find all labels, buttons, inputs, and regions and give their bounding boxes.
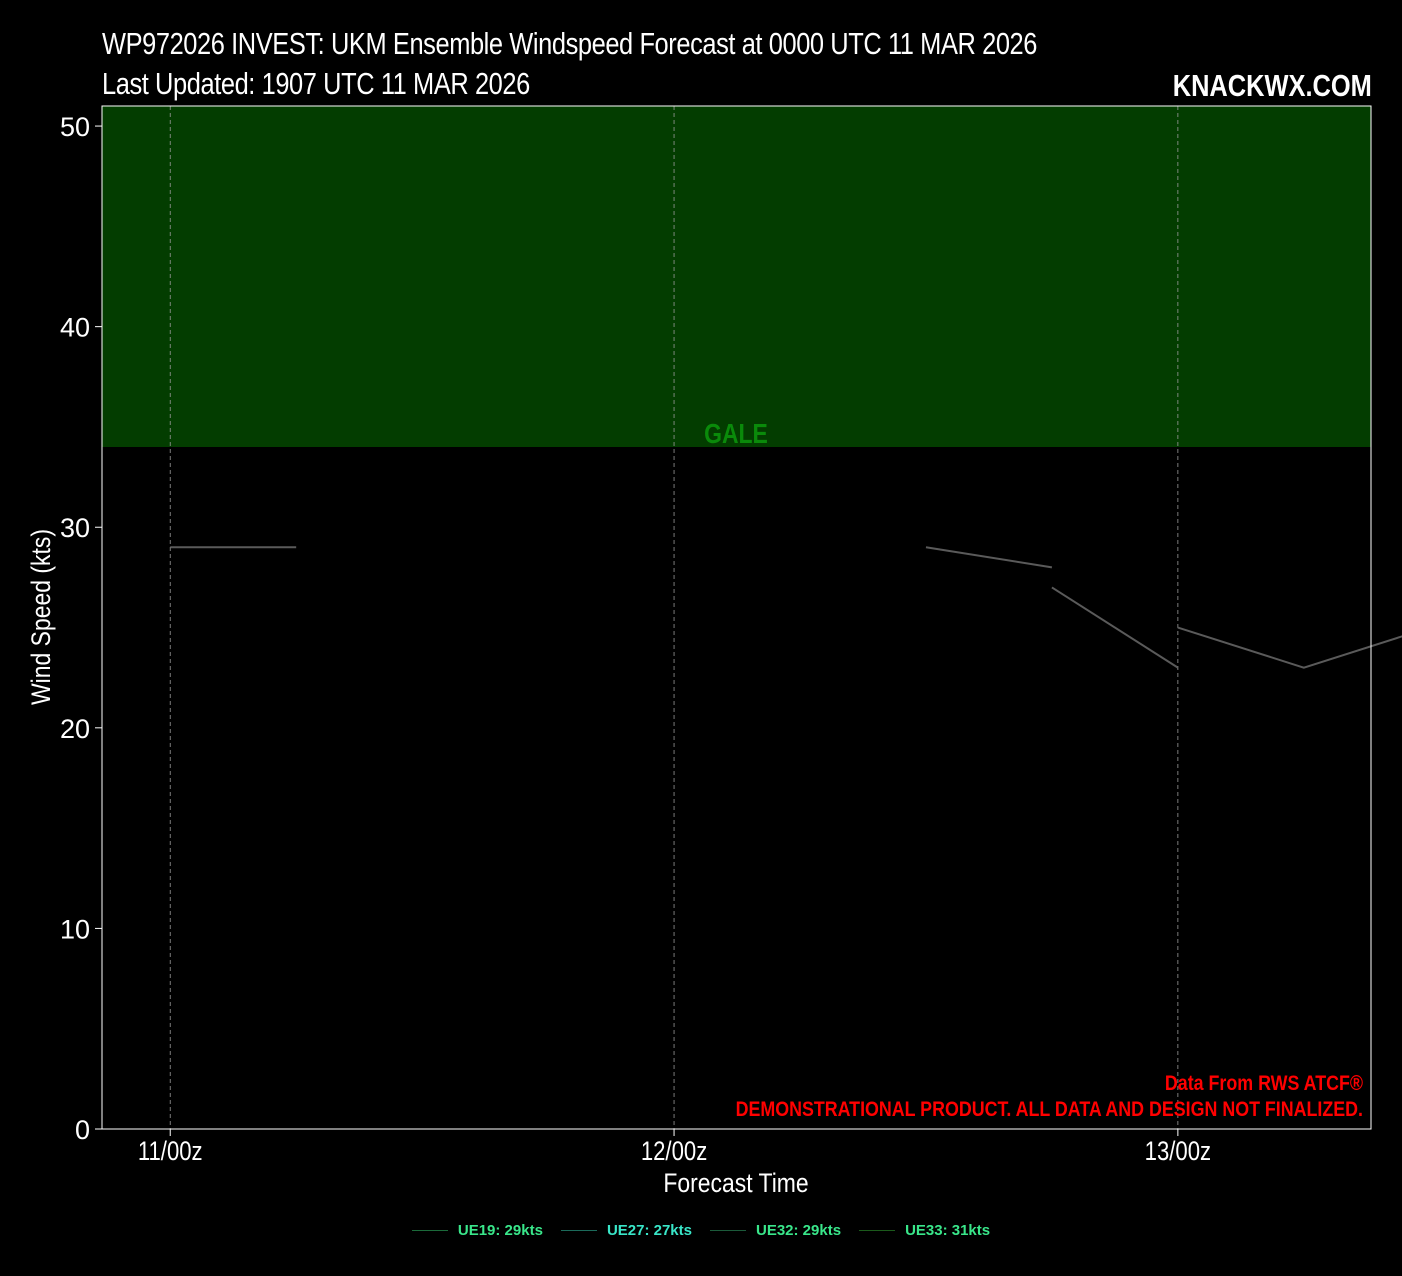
gale-label: GALE [704, 419, 768, 450]
x-axis-label: Forecast Time [663, 1168, 808, 1198]
legend-swatch [859, 1230, 896, 1231]
legend-item: UE33: 31kts [859, 1222, 990, 1239]
y-axis-label: Wind Speed (kts) [26, 529, 56, 705]
legend-label: UE27: 27kts [606, 1222, 692, 1239]
x-tick-label: 12/00z [641, 1137, 707, 1167]
plot-frame [101, 105, 1372, 1130]
legend-label: UE32: 29kts [756, 1222, 842, 1239]
disclaimer-note: DEMONSTRATIONAL PRODUCT. ALL DATA AND DE… [736, 1098, 1363, 1122]
x-tick-label: 13/00z [1145, 1137, 1211, 1167]
y-tick-label: 30 [60, 513, 90, 543]
x-tick-label: 11/00z [138, 1137, 203, 1167]
legend-label: UE33: 31kts [905, 1222, 991, 1239]
y-tick-label: 0 [75, 1115, 90, 1145]
legend: UE19: 29kts UE27: 27kts UE32: 29kts UE33: 3… [0, 1222, 1402, 1239]
y-tick-label: 20 [60, 714, 90, 744]
y-tick-label: 10 [60, 914, 90, 944]
brand-logo: KNACKWX.COM [1172, 68, 1372, 103]
series-line [1177, 626, 1402, 669]
legend-label: UE19: 29kts [457, 1222, 543, 1239]
legend-swatch [560, 1230, 597, 1231]
gale-band [102, 106, 1371, 447]
y-tick-label: 50 [60, 112, 90, 142]
data-source-note: Data From RWS ATCF® [1165, 1072, 1364, 1096]
series-line [925, 546, 1053, 569]
legend-swatch [710, 1230, 746, 1231]
legend-item: UE27: 27kts [560, 1222, 692, 1239]
chart-title: WP972026 INVEST: UKM Ensemble Windspeed … [102, 26, 1038, 61]
legend-item: UE32: 29kts [710, 1222, 841, 1239]
series-line [1051, 586, 1179, 669]
y-tick-label: 40 [60, 313, 90, 343]
last-updated: Last Updated: 1907 UTC 11 MAR 2026 [102, 66, 530, 101]
legend-item: UE19: 29kts [411, 1222, 543, 1239]
legend-swatch [411, 1230, 448, 1231]
